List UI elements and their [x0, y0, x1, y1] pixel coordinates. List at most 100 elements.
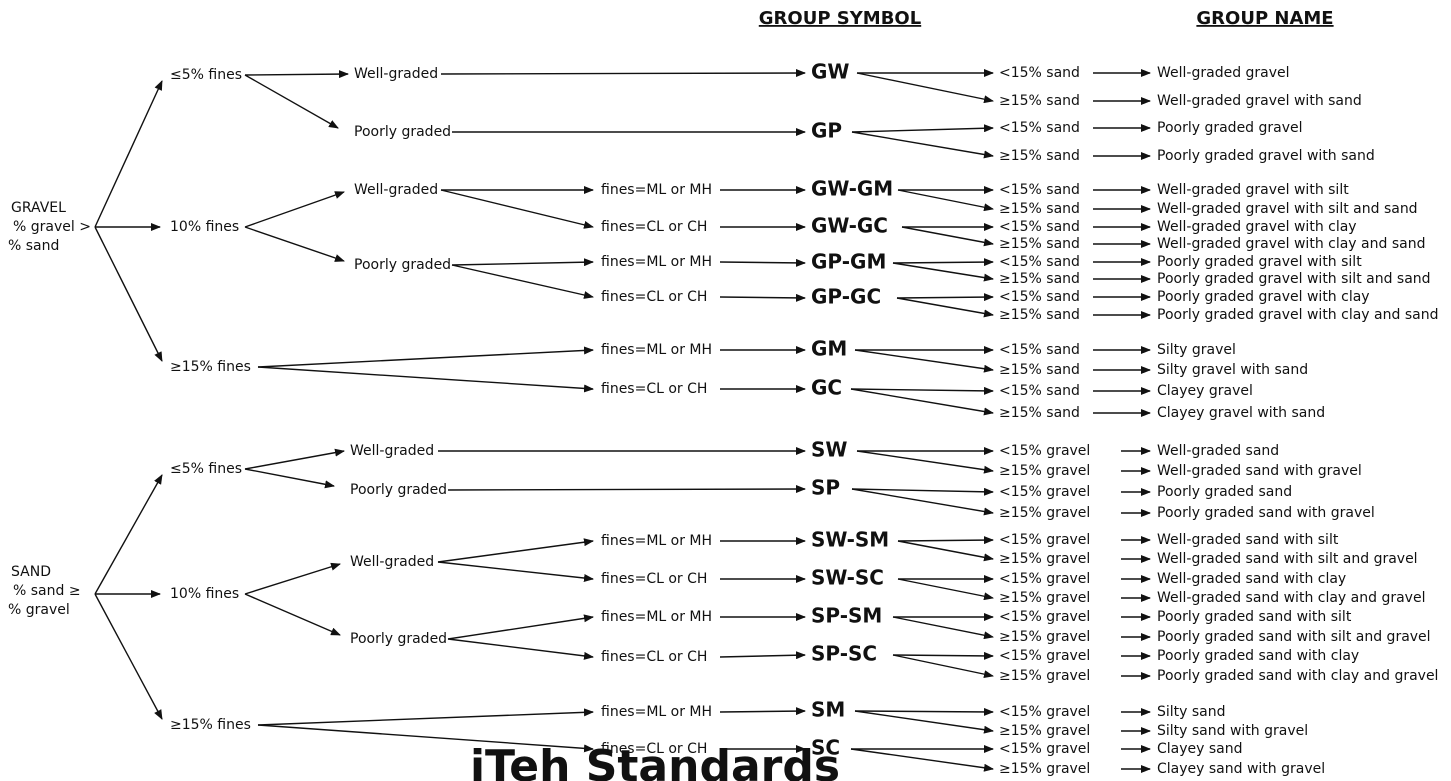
sand-qualifier-label: ≥15% gravel: [999, 629, 1090, 645]
gravel-fines-label: ≤5% fines: [170, 67, 242, 83]
symbol-to-qualifier-arrow: [892, 616, 994, 640]
grading-to-fines-type-arrow: [437, 538, 594, 563]
gravel-group-symbol: GW: [811, 60, 849, 84]
gravel-qualifier-label: ≥15% sand: [999, 201, 1080, 217]
to-symbol-arrow: [440, 69, 806, 78]
gravel-qualifier-label: ≥15% sand: [999, 148, 1080, 164]
watermark: iTeh Standards: [470, 741, 840, 781]
sand-fines-type-label: fines=CL or CH: [601, 649, 707, 665]
group-name-header: GROUP NAME: [1196, 8, 1333, 29]
sand-group-name: Well-graded sand with gravel: [1157, 463, 1362, 479]
sand-qualifier-label: ≥15% gravel: [999, 463, 1090, 479]
symbol-to-qualifier-arrow: [897, 189, 994, 212]
sand-qualifier-label: <15% gravel: [999, 571, 1090, 587]
symbol-to-qualifier-arrow: [854, 349, 994, 373]
sand-qualifier-label: <15% gravel: [999, 532, 1090, 548]
sand-fines-label: ≤5% fines: [170, 461, 242, 477]
gravel-root-label: % gravel >: [13, 219, 91, 235]
gravel-fines-label: ≥15% fines: [170, 359, 251, 375]
gravel-fines-type-label: fines=CL or CH: [601, 289, 707, 305]
symbol-to-qualifier-arrow: [897, 540, 994, 562]
flow-labels: GROUP SYMBOL GROUP NAME GRAVEL % gravel > % …: [8, 8, 1438, 777]
sand-group-name: Silty sand with gravel: [1157, 723, 1308, 739]
sand-group-name: Poorly graded sand with clay and gravel: [1157, 668, 1438, 684]
gravel-qualifier-label: <15% sand: [999, 182, 1080, 198]
root-to-fines-arrow: [94, 593, 163, 720]
fines-to-grading-arrow: [244, 191, 345, 228]
symbol-to-qualifier-arrow: [892, 651, 994, 660]
sand-qualifier-label: ≥15% gravel: [999, 590, 1090, 606]
sand-group-name: Well-graded sand with clay and gravel: [1157, 590, 1425, 606]
sand-qualifier-label: ≥15% gravel: [999, 723, 1090, 739]
gravel-group-symbol: GW-GM: [811, 177, 893, 201]
sand-fines-type-label: fines=ML or MH: [601, 533, 712, 549]
sand-qualifier-label: ≥15% gravel: [999, 505, 1090, 521]
sand-fines-label: 10% fines: [170, 586, 239, 602]
sand-group-name: Well-graded sand: [1157, 443, 1279, 459]
gravel-group-symbol: GM: [811, 337, 847, 361]
sand-grading-label: Well-graded: [350, 443, 434, 459]
fines-to-fines-type-arrow: [257, 708, 594, 726]
fines-to-grading-arrow: [244, 468, 335, 489]
fines-to-grading-arrow: [244, 448, 345, 470]
symbol-to-qualifier-arrow: [892, 262, 994, 282]
gravel-grading-label: Well-graded: [354, 66, 438, 82]
gravel-qualifier-label: <15% sand: [999, 342, 1080, 358]
gravel-group-symbol: GP-GM: [811, 250, 886, 274]
grading-to-fines-type-arrow: [437, 561, 594, 582]
symbol-to-qualifier-arrow: [892, 654, 994, 679]
symbol-to-qualifier-arrow: [851, 488, 994, 516]
sand-group-name: Clayey sand with gravel: [1157, 761, 1325, 777]
gravel-grading-label: Poorly graded: [354, 257, 451, 273]
sand-group-symbol: SM: [811, 698, 845, 722]
gravel-group-name: Poorly graded gravel: [1157, 120, 1303, 136]
grading-to-fines-type-arrow: [447, 614, 594, 640]
gravel-qualifier-label: ≥15% sand: [999, 307, 1080, 323]
sand-group-symbol: SW-SC: [811, 566, 884, 590]
gravel-group-name: Silty gravel with sand: [1157, 362, 1308, 378]
gravel-qualifier-label: ≥15% sand: [999, 93, 1080, 109]
gravel-group-name: Well-graded gravel with silt: [1157, 182, 1349, 198]
gravel-group-symbol: GW-GC: [811, 214, 888, 238]
sand-group-name: Silty sand: [1157, 704, 1226, 720]
sand-grading-label: Well-graded: [350, 554, 434, 570]
gravel-qualifier-label: ≥15% sand: [999, 362, 1080, 378]
sand-group-name: Poorly graded sand: [1157, 484, 1292, 500]
root-to-fines-arrow: [94, 80, 163, 228]
sand-group-name: Poorly graded sand with silt: [1157, 609, 1352, 625]
fines-to-grading-arrow: [244, 74, 339, 129]
gravel-qualifier-label: <15% sand: [999, 219, 1080, 235]
to-symbol-arrow: [719, 258, 806, 267]
sand-qualifier-label: <15% gravel: [999, 484, 1090, 500]
gravel-fines-type-label: fines=ML or MH: [601, 342, 712, 358]
sand-qualifier-label: <15% gravel: [999, 648, 1090, 664]
to-symbol-arrow: [719, 293, 806, 302]
grading-to-fines-type-arrow: [440, 189, 594, 229]
sand-group-name: Well-graded sand with silt: [1157, 532, 1339, 548]
sand-group-symbol: SP-SC: [811, 642, 877, 666]
gravel-group-name: Well-graded gravel with clay and sand: [1157, 236, 1425, 252]
root-to-fines-arrow: [94, 226, 163, 362]
symbol-to-qualifier-arrow: [851, 124, 994, 133]
sand-qualifier-label: <15% gravel: [999, 741, 1090, 757]
grading-to-fines-type-arrow: [451, 264, 594, 299]
symbol-to-qualifier-arrow: [850, 748, 994, 772]
grading-to-fines-type-arrow: [447, 638, 594, 660]
gravel-group-name: Poorly graded gravel with clay: [1157, 289, 1370, 305]
gravel-grading-label: Well-graded: [354, 182, 438, 198]
gravel-group-name: Clayey gravel with sand: [1157, 405, 1325, 421]
sand-fines-type-label: fines=CL or CH: [601, 571, 707, 587]
gravel-root-label: % sand: [8, 238, 59, 254]
symbol-to-qualifier-arrow: [850, 386, 994, 395]
sand-qualifier-label: ≥15% gravel: [999, 668, 1090, 684]
sand-group-symbol: SC: [811, 736, 840, 760]
gravel-group-name: Silty gravel: [1157, 342, 1236, 358]
sand-qualifier-label: <15% gravel: [999, 609, 1090, 625]
sand-group-symbol: SP-SM: [811, 604, 882, 628]
to-symbol-arrow: [719, 707, 806, 716]
sand-qualifier-label: <15% gravel: [999, 704, 1090, 720]
gravel-fines-type-label: fines=ML or MH: [601, 182, 712, 198]
grading-to-fines-type-arrow: [451, 258, 594, 267]
fines-to-grading-arrow: [244, 70, 349, 79]
